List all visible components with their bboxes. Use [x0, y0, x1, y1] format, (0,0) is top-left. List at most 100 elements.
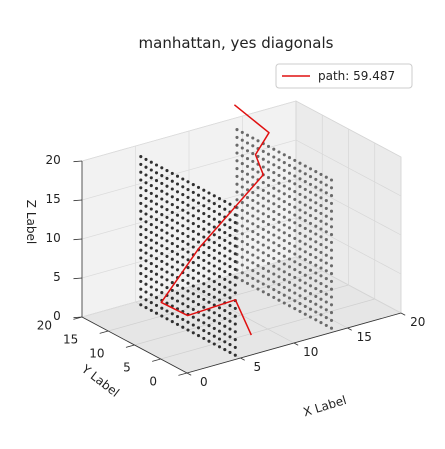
obstacle-point [181, 224, 185, 228]
obstacle-point [314, 201, 318, 205]
obstacle-point [266, 168, 271, 172]
obstacle-point [319, 188, 323, 192]
obstacle-point [303, 211, 307, 215]
obstacle-point [160, 228, 164, 232]
obstacle-point [251, 230, 255, 234]
obstacle-point [329, 272, 334, 276]
obstacle-point [324, 191, 328, 195]
obstacle-point [233, 252, 237, 256]
obstacle-point [191, 183, 195, 187]
obstacle-point [186, 211, 190, 215]
path-series [160, 104, 270, 336]
obstacle-point [324, 269, 328, 273]
obstacle-point [266, 261, 271, 265]
obstacle-point [160, 197, 164, 201]
obstacle-point [149, 262, 153, 266]
obstacle-point [207, 238, 211, 242]
obstacle-point [287, 195, 292, 199]
obstacle-point [202, 336, 206, 340]
obstacle-point [160, 291, 164, 295]
obstacle-point [154, 249, 159, 253]
obstacle-point [181, 185, 185, 189]
obstacle-point [223, 223, 227, 227]
obstacle-point [293, 244, 297, 248]
z-tick [73, 199, 83, 202]
obstacle-point [277, 220, 281, 224]
grid-line-y-floor [108, 270, 323, 332]
obstacle-point [319, 297, 323, 301]
obstacle-point [251, 175, 255, 179]
obstacle-point [223, 285, 227, 289]
obstacle-point [196, 201, 201, 205]
obstacle-point [266, 207, 271, 211]
obstacle-point [202, 282, 206, 286]
obstacle-point [170, 179, 174, 183]
obstacle-point [314, 240, 318, 244]
obstacle-point [272, 295, 276, 299]
x-tick [240, 357, 245, 361]
obstacle-point [240, 247, 244, 251]
obstacle-point [256, 279, 260, 283]
obstacle-point [191, 323, 195, 327]
obstacle-point [196, 271, 201, 275]
obstacle-point [282, 223, 286, 227]
obstacle-point [319, 180, 323, 184]
obstacle-point [251, 237, 255, 241]
obstacle-point [293, 182, 297, 186]
obstacle-point [293, 260, 297, 264]
obstacle-point [186, 250, 190, 254]
x-tick-label: 15 [357, 330, 372, 344]
obstacle-point [293, 307, 297, 311]
chart-title: manhattan, yes diagonals [139, 34, 334, 52]
obstacle-point [228, 288, 232, 292]
y-axis-label: Y Label [78, 361, 122, 399]
obstacle-point [261, 157, 265, 161]
obstacle-point [233, 228, 237, 232]
obstacle-point [165, 286, 169, 290]
obstacle-point [303, 180, 307, 184]
obstacle-point [256, 209, 260, 213]
obstacle-point [240, 130, 244, 134]
obstacle-point [251, 167, 255, 171]
obstacle-point [144, 251, 148, 255]
obstacle-point [212, 342, 216, 346]
obstacle-point [202, 305, 206, 309]
obstacle-point [223, 270, 227, 274]
obstacle-point [223, 254, 227, 258]
obstacle-point [154, 202, 159, 206]
grid-line-z-side [295, 256, 402, 314]
obstacle-point [314, 209, 318, 213]
obstacle-point [319, 258, 323, 262]
obstacle-point [144, 228, 148, 232]
grid-line-z-back [81, 100, 297, 162]
obstacle-point [228, 218, 232, 222]
grid-line-z-side [295, 178, 402, 236]
obstacle-point [196, 232, 201, 236]
obstacle-point [170, 242, 174, 246]
obstacle-point [282, 200, 286, 204]
obstacle-point [298, 270, 302, 274]
obstacle-point [272, 202, 276, 206]
obstacle-point [212, 326, 216, 330]
obstacle-point [228, 280, 232, 284]
obstacle-point [319, 289, 323, 293]
obstacle-point [175, 174, 180, 178]
obstacle-point [160, 166, 164, 170]
obstacle-point [233, 338, 237, 342]
obstacle-point [240, 201, 244, 205]
obstacle-point [139, 256, 143, 260]
obstacle-point [319, 250, 323, 254]
obstacle-point [324, 222, 328, 226]
obstacle-point [308, 175, 313, 179]
obstacle-point [191, 268, 195, 272]
obstacle-point [207, 199, 211, 203]
obstacle-point [165, 231, 169, 235]
obstacle-point [228, 265, 232, 269]
grid-line-z-back [81, 178, 297, 240]
obstacle-point [272, 147, 276, 151]
obstacle-point [139, 178, 143, 182]
obstacle-point [308, 284, 313, 288]
obstacle-point [314, 170, 318, 174]
obstacle-point [217, 329, 222, 333]
obstacle-point [261, 266, 265, 270]
